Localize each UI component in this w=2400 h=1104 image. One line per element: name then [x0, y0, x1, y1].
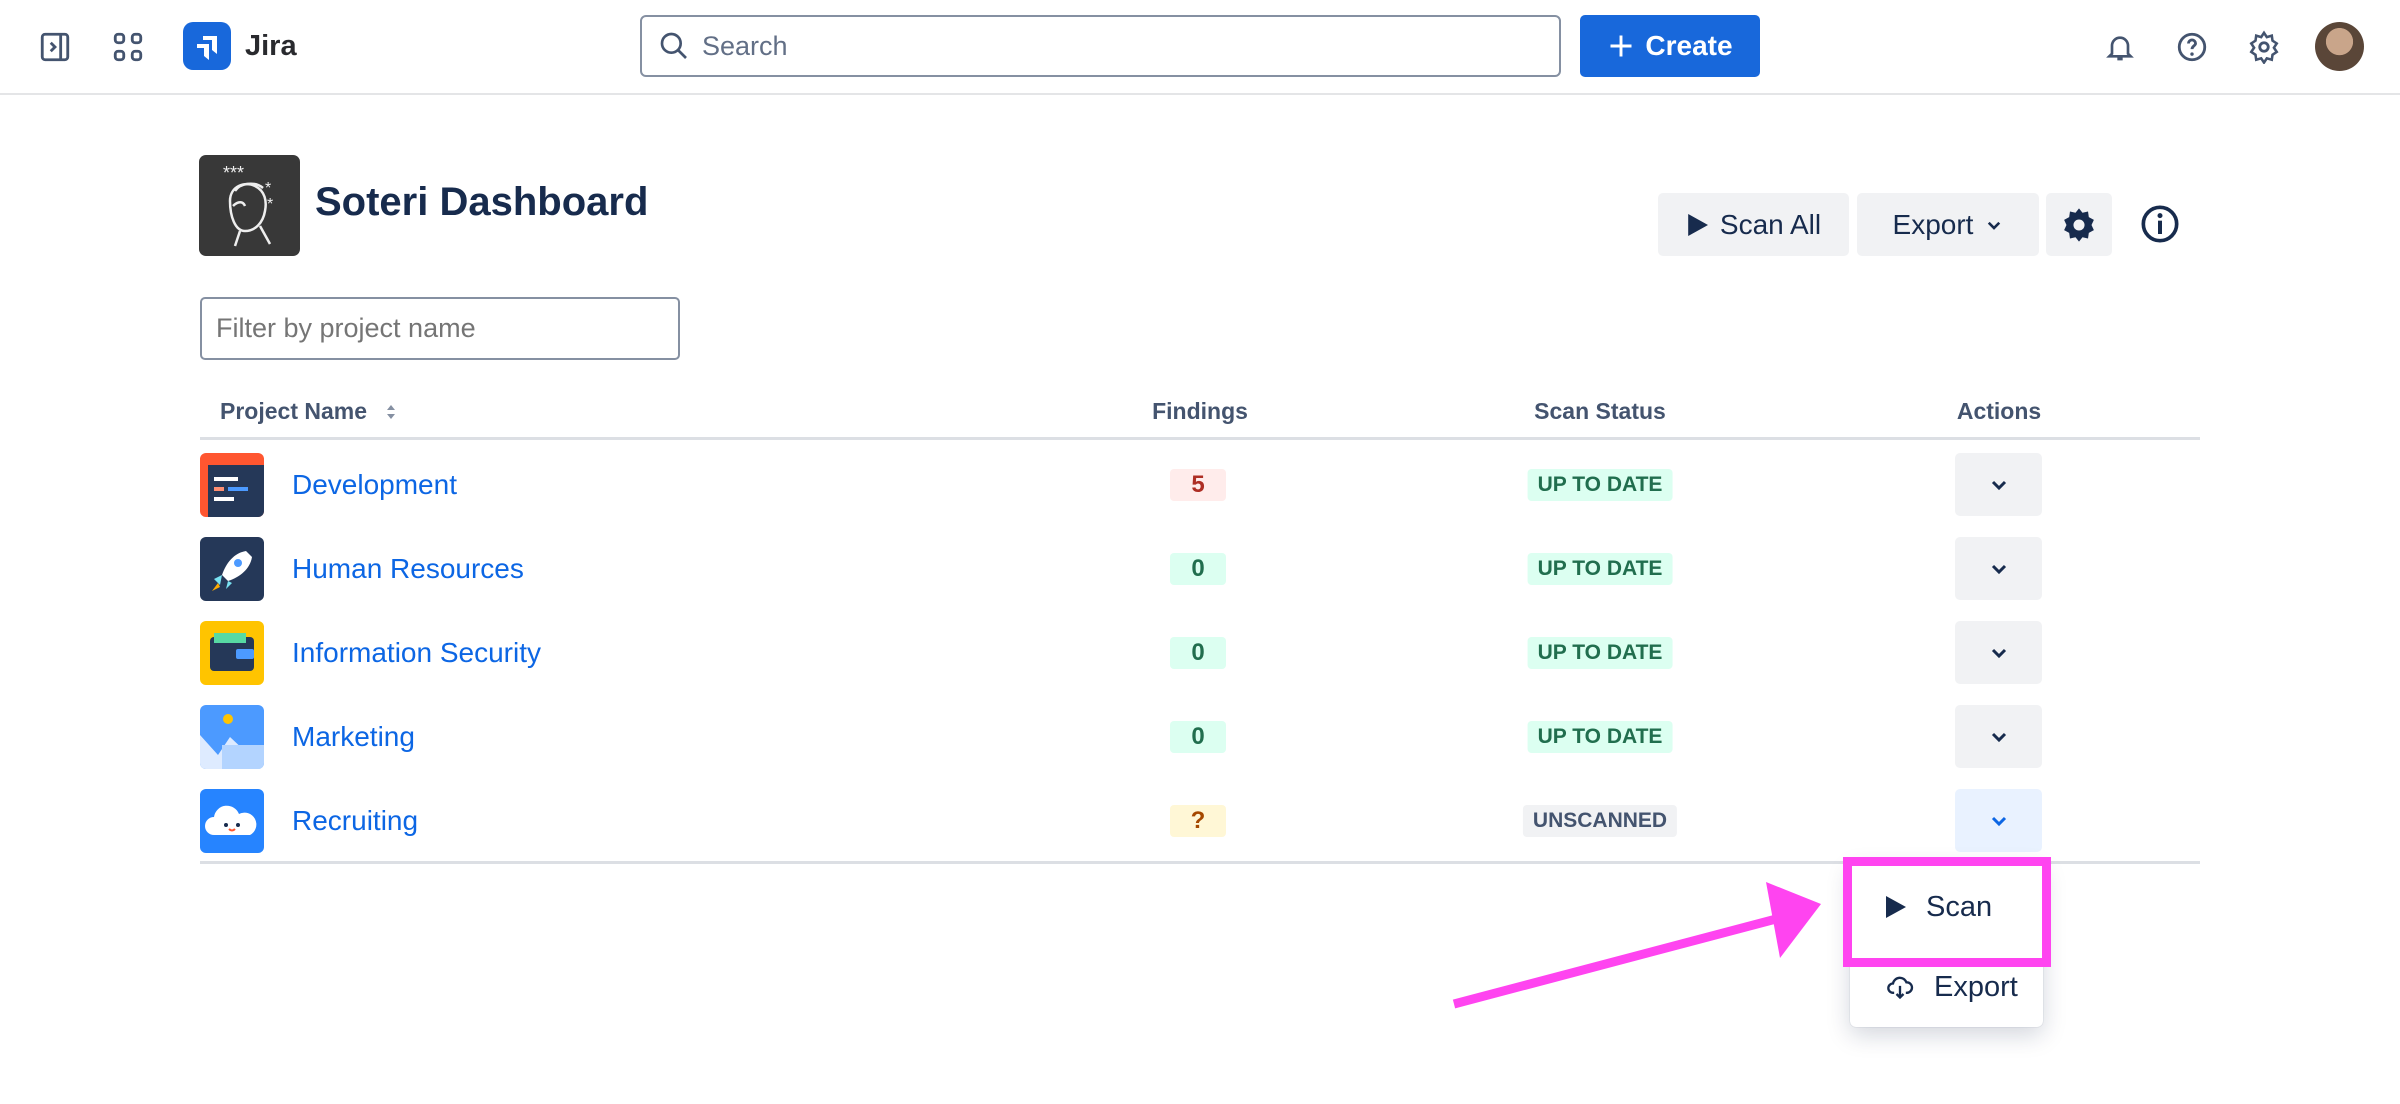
scan-status-badge: UP TO DATE: [1527, 553, 1673, 585]
table-row: Marketing 0 UP TO DATE: [200, 695, 2200, 779]
soteri-logo: *** * *: [199, 155, 300, 256]
findings-badge: 5: [1170, 469, 1226, 501]
search-icon: [660, 32, 687, 59]
dashboard-settings-button[interactable]: [2046, 193, 2112, 256]
info-icon: [2141, 205, 2179, 243]
findings-badge: 0: [1170, 553, 1226, 585]
scan-all-label: Scan All: [1719, 208, 1822, 240]
annotation-arrow-icon: [1452, 882, 1821, 1009]
jira-home-link[interactable]: Jira: [183, 22, 297, 70]
scan-status-badge: UP TO DATE: [1527, 637, 1673, 669]
apps-grid-icon: [113, 32, 143, 62]
chevron-down-icon: [1991, 564, 2006, 574]
soteri-face-logo-icon: *****: [223, 163, 273, 246]
cloud-download-icon: [1887, 976, 1914, 1000]
column-header-actions: Actions: [1956, 398, 2042, 424]
help-button[interactable]: [2168, 23, 2216, 71]
header-label: Project Name: [220, 398, 368, 424]
settings-button[interactable]: [2240, 23, 2288, 71]
play-icon: [1688, 213, 1708, 236]
search-placeholder: Search: [702, 30, 788, 61]
scan-status-badge: UP TO DATE: [1527, 469, 1673, 501]
gear-icon: [2064, 207, 2094, 242]
table-row: Information Security 0 UP TO DATE: [200, 611, 2200, 695]
app-name: Jira: [245, 29, 297, 62]
findings-badge: 0: [1170, 637, 1226, 669]
scan-status-badge: UP TO DATE: [1527, 721, 1673, 753]
menu-item-scan[interactable]: Scan: [1850, 872, 2043, 942]
project-name-link[interactable]: Recruiting: [292, 805, 419, 836]
svg-text:*: *: [265, 180, 271, 197]
notifications-button[interactable]: [2096, 23, 2144, 71]
chevron-down-icon: [1991, 816, 2006, 826]
chevron-down-icon: [1988, 221, 2001, 230]
create-button[interactable]: Create: [1580, 15, 1760, 77]
svg-text:*: *: [267, 196, 273, 213]
row-actions-button[interactable]: [1955, 789, 2042, 852]
findings-badge: 0: [1170, 721, 1226, 753]
scan-all-button[interactable]: Scan All: [1658, 193, 1849, 256]
chevron-down-icon: [1991, 480, 2006, 490]
project-name-link[interactable]: Marketing: [292, 721, 415, 752]
column-header-findings: Findings: [1152, 398, 1248, 424]
table-row: Recruiting ? UNSCANNED: [200, 779, 2200, 863]
page-title: Soteri Dashboard: [315, 180, 649, 224]
column-header-project-name[interactable]: Project Name: [220, 398, 397, 425]
project-wallet-icon: [200, 621, 264, 685]
row-actions-button[interactable]: [1955, 705, 2042, 768]
project-name-link[interactable]: Development: [292, 469, 457, 500]
annotation-highlight-box: [1843, 857, 2051, 967]
scan-status-badge: UNSCANNED: [1522, 805, 1678, 837]
chevron-down-icon: [1991, 648, 2006, 658]
row-actions-menu: Scan Export: [1850, 862, 2043, 1027]
create-label: Create: [1645, 30, 1733, 61]
row-actions-button[interactable]: [1955, 537, 2042, 600]
export-dropdown-button[interactable]: Export: [1857, 193, 2039, 256]
svg-text:***: ***: [223, 163, 244, 183]
project-code-window-icon: [200, 453, 264, 517]
sidebar-toggle-button[interactable]: [31, 23, 79, 71]
project-filter-input[interactable]: [200, 297, 680, 360]
chevron-down-icon: [1991, 732, 2006, 742]
sort-icon: [387, 404, 396, 419]
info-button[interactable]: [2136, 200, 2184, 248]
export-label: Export: [1892, 208, 1974, 240]
sidebar-expand-icon: [40, 32, 70, 62]
jira-logo-icon: [183, 22, 231, 70]
app-switcher-button[interactable]: [104, 23, 152, 71]
search-input[interactable]: Search: [640, 15, 1561, 77]
table-row: Development 5 UP TO DATE: [200, 443, 2200, 527]
bell-icon: [2106, 36, 2134, 61]
table-header-divider: [200, 437, 2200, 440]
project-rocket-icon: [200, 537, 264, 601]
play-icon: [1886, 896, 1906, 918]
findings-badge: ?: [1170, 805, 1226, 837]
project-name-link[interactable]: Human Resources: [292, 553, 524, 584]
user-avatar[interactable]: [2315, 22, 2364, 71]
project-cloud-icon: [200, 789, 264, 853]
gear-icon: [2249, 30, 2279, 64]
help-icon: [2177, 32, 2207, 62]
table-row: Human Resources 0 UP TO DATE: [200, 527, 2200, 611]
row-actions-button[interactable]: [1955, 453, 2042, 516]
row-actions-button[interactable]: [1955, 621, 2042, 684]
plus-icon: [1610, 35, 1632, 57]
menu-export-label: Export: [1934, 970, 2018, 1003]
project-name-link[interactable]: Information Security: [292, 637, 541, 668]
project-mountains-icon: [200, 705, 264, 769]
top-navigation: Jira Search Create: [0, 0, 2400, 95]
menu-item-export[interactable]: Export: [1850, 952, 2043, 1022]
column-header-scan-status: Scan Status: [1534, 398, 1666, 424]
table-bottom-divider: [200, 861, 2200, 864]
menu-scan-label: Scan: [1926, 890, 1993, 923]
